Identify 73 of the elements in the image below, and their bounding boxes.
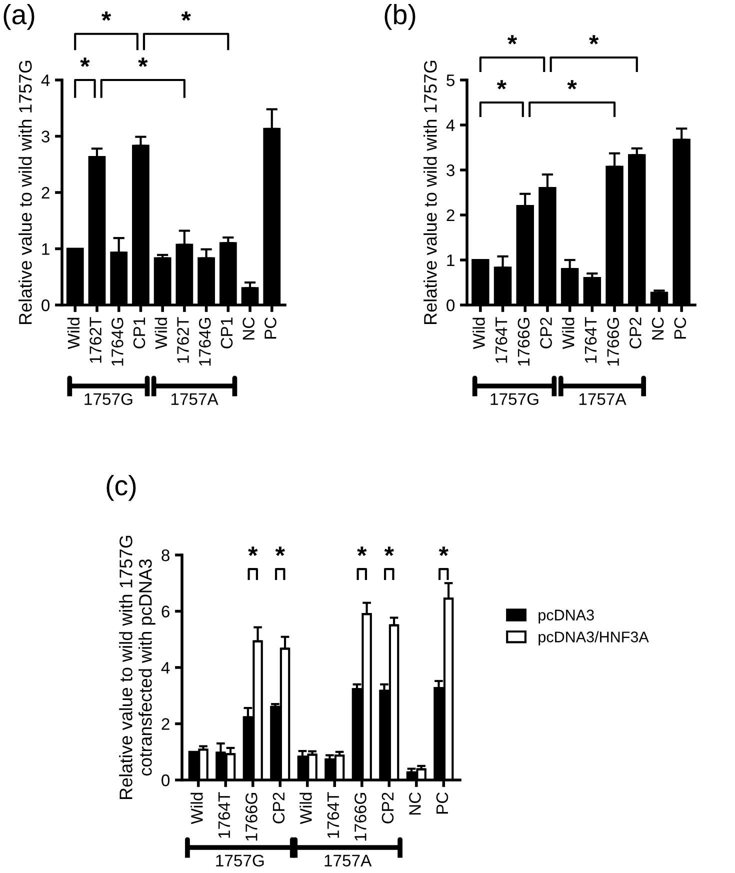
x-tick-label: CP2 xyxy=(540,318,552,348)
x-tick-label: 1762T xyxy=(177,317,189,363)
x-tick-label: PC xyxy=(436,792,448,814)
annotation: * xyxy=(438,546,448,556)
x-tick-label: 1764T xyxy=(218,792,230,838)
x-tick-label: Wild xyxy=(300,792,312,824)
annotation: * xyxy=(384,546,394,556)
chart-title: (a) xyxy=(4,4,34,30)
text: * xyxy=(101,11,112,21)
y-tick-label: 4 xyxy=(41,74,50,86)
y-tick-label: 4 xyxy=(161,662,170,674)
x-tick-label: Wild xyxy=(154,318,168,350)
x-tick-label: 1766G xyxy=(246,793,258,841)
x-tick-label: 1762T xyxy=(90,317,102,363)
y-tick-label: 5 xyxy=(446,74,454,86)
text: 1757A xyxy=(324,854,372,866)
x-tick-label: NC xyxy=(409,792,421,815)
text: 1757G xyxy=(84,393,132,405)
text: * xyxy=(589,35,599,44)
x-tick-label: Wild xyxy=(190,792,203,824)
y-tick-label: 4 xyxy=(446,120,455,132)
y-tick-label: 3 xyxy=(42,130,50,142)
x-tick-label: CP2 xyxy=(272,792,285,824)
chart-title: (c) xyxy=(106,475,136,501)
annotation: * xyxy=(357,546,367,556)
y-tick-label: 1 xyxy=(447,254,454,266)
text: 1757G xyxy=(216,854,264,866)
annotation: * xyxy=(275,546,285,556)
y-tick-label: 8 xyxy=(162,549,170,562)
legend-label: pcDNA3/HNF3A xyxy=(538,631,649,646)
y-tick-label: 0 xyxy=(162,774,170,786)
y-tick-label: 2 xyxy=(162,718,170,730)
annotation: * xyxy=(496,80,506,90)
x-tick-label: 1764G xyxy=(112,318,124,366)
y-tick-label: 3 xyxy=(446,164,454,176)
y-tick-label: 1 xyxy=(42,243,50,255)
annotation: * xyxy=(567,80,577,90)
x-tick-label: NC xyxy=(242,317,254,340)
x-tick-label: PC xyxy=(674,317,686,339)
text: 1757A xyxy=(579,393,626,405)
x-tick-label: CP2 xyxy=(630,318,642,348)
text: 1757G xyxy=(490,393,538,405)
x-tick-label: CP1 xyxy=(133,318,146,348)
text: * xyxy=(181,11,191,21)
x-tick-label: Wild xyxy=(67,318,80,350)
y-tick-label: 2 xyxy=(42,186,50,199)
legend-label: pcDNA3 xyxy=(538,610,594,624)
y-axis-title: Relative value to wild with 1757G xyxy=(424,60,437,324)
y-axis-title: Relative value to wild with 1757G cotransfected with pcDNA3 xyxy=(119,536,156,799)
y-tick-label: 0 xyxy=(42,299,50,312)
x-tick-label: CP1 xyxy=(220,318,233,348)
y-axis-title: Relative value to wild with 1757G xyxy=(18,60,32,324)
y-tick-label: 6 xyxy=(162,606,170,618)
y-tick-label: 2 xyxy=(446,209,454,222)
x-tick-label: NC xyxy=(652,317,664,340)
x-tick-label: 1766G xyxy=(354,793,366,841)
x-tick-label: 1764G xyxy=(198,318,211,366)
text: * xyxy=(507,35,518,44)
x-tick-label: 1766G xyxy=(607,318,620,366)
text: * xyxy=(80,58,90,67)
x-tick-label: Wild xyxy=(562,318,574,350)
x-tick-label: 1764T xyxy=(584,317,597,363)
text: * xyxy=(138,58,148,67)
x-tick-label: 1766G xyxy=(518,318,530,366)
y-tick-label: 0 xyxy=(446,299,455,312)
x-tick-label: Wild xyxy=(472,318,485,350)
x-tick-label: 1764T xyxy=(327,792,340,838)
x-tick-label: PC xyxy=(264,317,276,339)
x-tick-label: 1764T xyxy=(495,317,508,363)
text: 1757A xyxy=(171,393,218,405)
chart-title: (b) xyxy=(384,4,416,30)
annotation: * xyxy=(248,546,258,556)
x-tick-label: CP2 xyxy=(382,792,394,824)
